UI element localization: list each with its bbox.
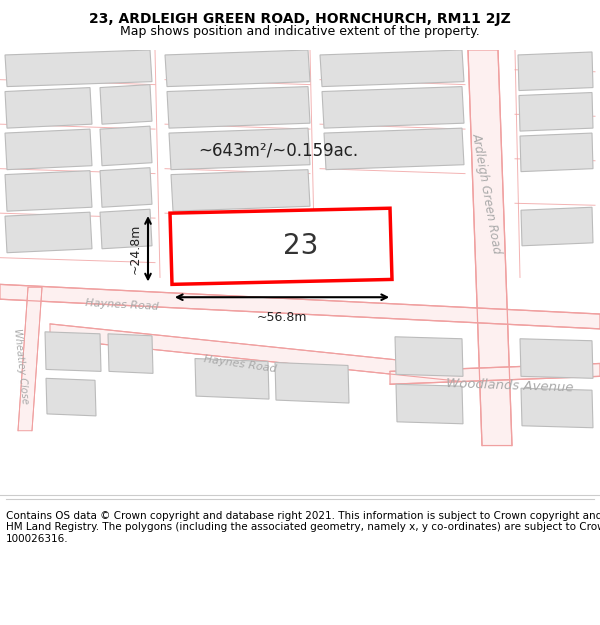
Polygon shape: [395, 337, 463, 376]
Text: Wheatley Close: Wheatley Close: [12, 328, 30, 405]
Polygon shape: [5, 171, 92, 211]
Polygon shape: [5, 50, 152, 87]
Text: Woodlands Avenue: Woodlands Avenue: [446, 378, 574, 395]
Polygon shape: [165, 50, 310, 87]
Text: Contains OS data © Crown copyright and database right 2021. This information is : Contains OS data © Crown copyright and d…: [6, 511, 600, 544]
Text: Haynes Road: Haynes Road: [203, 354, 277, 374]
Polygon shape: [169, 128, 310, 169]
Polygon shape: [320, 50, 464, 87]
Polygon shape: [46, 378, 96, 416]
Polygon shape: [5, 129, 92, 169]
Polygon shape: [396, 384, 463, 424]
Polygon shape: [519, 92, 593, 131]
Polygon shape: [167, 87, 310, 128]
Text: ~24.8m: ~24.8m: [129, 224, 142, 274]
Text: ~643m²/~0.159ac.: ~643m²/~0.159ac.: [198, 142, 358, 160]
Polygon shape: [390, 364, 600, 384]
Polygon shape: [5, 212, 92, 253]
Text: Haynes Road: Haynes Road: [85, 298, 159, 312]
Polygon shape: [100, 126, 152, 166]
Polygon shape: [100, 209, 152, 249]
Polygon shape: [100, 84, 152, 124]
Text: Map shows position and indicative extent of the property.: Map shows position and indicative extent…: [120, 24, 480, 38]
Polygon shape: [170, 208, 392, 284]
Polygon shape: [468, 50, 512, 446]
Polygon shape: [275, 362, 349, 403]
Polygon shape: [45, 332, 101, 371]
Text: ~56.8m: ~56.8m: [257, 311, 307, 324]
Polygon shape: [521, 388, 593, 428]
Polygon shape: [18, 288, 42, 431]
Polygon shape: [521, 208, 593, 246]
Polygon shape: [322, 87, 464, 128]
Polygon shape: [5, 88, 92, 128]
Text: 23, ARDLEIGH GREEN ROAD, HORNCHURCH, RM11 2JZ: 23, ARDLEIGH GREEN ROAD, HORNCHURCH, RM1…: [89, 12, 511, 26]
Polygon shape: [324, 128, 464, 169]
Polygon shape: [108, 334, 153, 373]
Text: Ardleigh Green Road: Ardleigh Green Road: [470, 132, 504, 255]
Text: 23: 23: [283, 232, 319, 260]
Polygon shape: [171, 169, 310, 211]
Polygon shape: [520, 339, 593, 378]
Polygon shape: [518, 52, 593, 91]
Polygon shape: [100, 168, 152, 208]
Polygon shape: [195, 359, 269, 399]
Polygon shape: [50, 324, 460, 381]
Polygon shape: [0, 284, 600, 329]
Polygon shape: [520, 133, 593, 172]
